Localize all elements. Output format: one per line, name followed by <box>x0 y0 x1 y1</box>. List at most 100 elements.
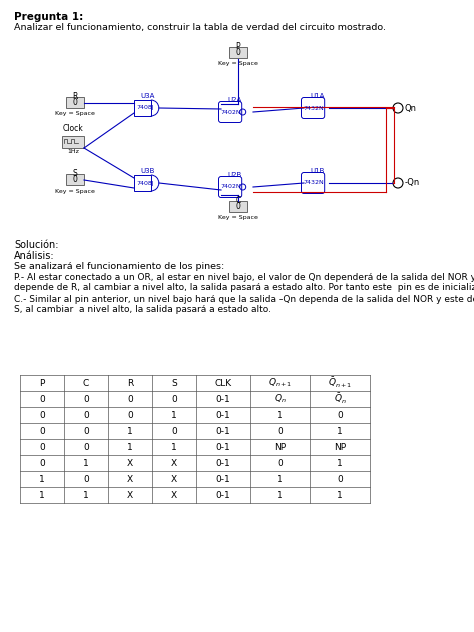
Text: Clock: Clock <box>63 124 83 133</box>
Text: C: C <box>83 379 89 387</box>
Text: Análisis:: Análisis: <box>14 251 55 261</box>
Text: 1: 1 <box>337 458 343 468</box>
Text: 1: 1 <box>83 490 89 499</box>
FancyBboxPatch shape <box>219 102 242 123</box>
Text: 1: 1 <box>39 475 45 483</box>
Text: NP: NP <box>334 442 346 451</box>
Text: S, al cambiar  a nivel alto, la salida pasará a estado alto.: S, al cambiar a nivel alto, la salida pa… <box>14 305 271 314</box>
Text: $Q_n$: $Q_n$ <box>273 392 286 405</box>
FancyBboxPatch shape <box>301 97 325 119</box>
Text: 1: 1 <box>171 411 177 420</box>
Text: P: P <box>236 42 240 51</box>
Text: U2A: U2A <box>228 97 242 103</box>
Text: 1: 1 <box>277 490 283 499</box>
Text: X: X <box>171 490 177 499</box>
Text: $\bar{Q}_n$: $\bar{Q}_n$ <box>334 392 346 406</box>
Text: $Q_{n+1}$: $Q_{n+1}$ <box>268 377 292 389</box>
Text: 0: 0 <box>39 458 45 468</box>
Text: 7432N: 7432N <box>304 181 324 186</box>
Bar <box>66 97 84 108</box>
Text: CLK: CLK <box>214 379 232 387</box>
Text: C: C <box>236 196 241 205</box>
Text: X: X <box>127 458 133 468</box>
Text: X: X <box>171 458 177 468</box>
Text: 0-1: 0-1 <box>216 475 230 483</box>
Text: P.- Al estar conectado a un OR, al estar en nivel bajo, el valor de Qn dependerá: P.- Al estar conectado a un OR, al estar… <box>14 273 474 282</box>
Text: 1: 1 <box>277 411 283 420</box>
Text: Key = Space: Key = Space <box>55 111 95 116</box>
Bar <box>134 100 151 116</box>
Text: 7408J: 7408J <box>136 106 154 111</box>
Text: $\bar{Q}_{n+1}$: $\bar{Q}_{n+1}$ <box>328 376 352 390</box>
Text: 7402N: 7402N <box>221 185 241 190</box>
Text: R: R <box>127 379 133 387</box>
Text: U1B: U1B <box>311 168 325 174</box>
Text: 7408J: 7408J <box>136 181 154 186</box>
Text: 7402N: 7402N <box>221 109 241 114</box>
Text: 0: 0 <box>236 48 240 57</box>
Text: 0-1: 0-1 <box>216 442 230 451</box>
Bar <box>134 175 151 191</box>
Text: 1: 1 <box>127 427 133 435</box>
Text: 0: 0 <box>83 411 89 420</box>
Text: U2B: U2B <box>228 172 242 178</box>
Text: 0-1: 0-1 <box>216 411 230 420</box>
Bar <box>66 174 84 185</box>
Text: 0: 0 <box>39 442 45 451</box>
Text: R: R <box>73 92 78 101</box>
Text: P: P <box>39 379 45 387</box>
Text: Analizar el funcionamiento, construir la tabla de verdad del circuito mostrado.: Analizar el funcionamiento, construir la… <box>14 23 386 32</box>
Text: 1: 1 <box>83 458 89 468</box>
Text: 0: 0 <box>127 394 133 403</box>
Text: Key = Space: Key = Space <box>218 61 258 66</box>
Text: U3B: U3B <box>141 168 155 174</box>
Text: Solución:: Solución: <box>14 240 58 250</box>
Text: 0: 0 <box>39 411 45 420</box>
Text: 0-1: 0-1 <box>216 490 230 499</box>
Text: 0: 0 <box>83 394 89 403</box>
Text: 0: 0 <box>171 394 177 403</box>
Text: 0-1: 0-1 <box>216 394 230 403</box>
Text: S: S <box>73 169 77 178</box>
Text: 1: 1 <box>337 427 343 435</box>
Text: 0: 0 <box>171 427 177 435</box>
Text: 1: 1 <box>277 475 283 483</box>
Text: 0: 0 <box>39 394 45 403</box>
Text: X: X <box>127 490 133 499</box>
Text: 0: 0 <box>337 411 343 420</box>
Text: 0: 0 <box>277 458 283 468</box>
Text: X: X <box>127 475 133 483</box>
Text: 0: 0 <box>39 427 45 435</box>
Text: 0-1: 0-1 <box>216 427 230 435</box>
Text: 1: 1 <box>127 442 133 451</box>
FancyBboxPatch shape <box>301 173 325 193</box>
Text: Key = Space: Key = Space <box>218 216 258 221</box>
Text: 0-1: 0-1 <box>216 458 230 468</box>
Text: 1: 1 <box>337 490 343 499</box>
Text: S: S <box>171 379 177 387</box>
Bar <box>229 201 247 212</box>
Bar <box>229 47 247 58</box>
Text: Key = Space: Key = Space <box>55 188 95 193</box>
Bar <box>62 136 84 148</box>
Text: 0: 0 <box>73 98 77 107</box>
FancyBboxPatch shape <box>219 176 242 197</box>
Text: 0: 0 <box>337 475 343 483</box>
Text: Qn: Qn <box>405 104 417 112</box>
Text: U3A: U3A <box>141 93 155 99</box>
Text: 0: 0 <box>277 427 283 435</box>
Text: 0: 0 <box>236 202 240 211</box>
Text: C.- Similar al pin anterior, un nivel bajo hará que la salida –Qn dependa de la : C.- Similar al pin anterior, un nivel ba… <box>14 295 474 304</box>
Text: 0: 0 <box>83 475 89 483</box>
Text: X: X <box>171 475 177 483</box>
Text: Pregunta 1:: Pregunta 1: <box>14 12 83 22</box>
Text: 1: 1 <box>39 490 45 499</box>
Text: Se analizará el funcionamiento de los pines:: Se analizará el funcionamiento de los pi… <box>14 262 224 271</box>
Text: -Qn: -Qn <box>405 178 420 188</box>
Text: NP: NP <box>274 442 286 451</box>
Text: 0: 0 <box>83 427 89 435</box>
Text: U1A: U1A <box>311 93 325 99</box>
Text: 7432N: 7432N <box>304 106 324 111</box>
Text: 1: 1 <box>171 442 177 451</box>
Text: 0: 0 <box>83 442 89 451</box>
